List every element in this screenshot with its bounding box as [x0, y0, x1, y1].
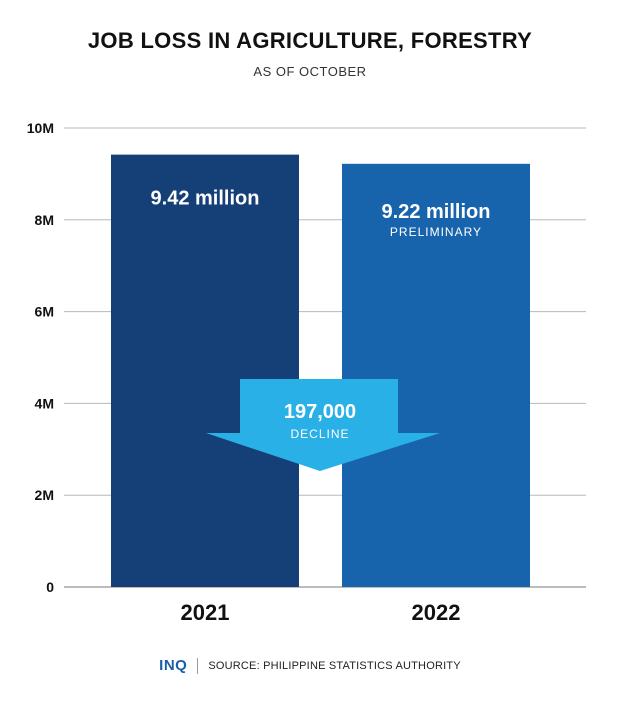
y-tick-label: 10M	[27, 120, 54, 136]
x-tick-label: 2022	[412, 600, 461, 625]
chart-title: JOB LOSS IN AGRICULTURE, FORESTRY	[87, 28, 533, 53]
y-tick-label: 0	[46, 579, 54, 595]
bar-value-label: 9.22 million	[382, 201, 491, 223]
y-tick-label: 8M	[35, 212, 54, 228]
x-tick-label: 2021	[181, 600, 230, 625]
bar-2021	[111, 154, 299, 587]
footer: INQ SOURCE: PHILIPPINE STATISTICS AUTHOR…	[0, 657, 620, 674]
decline-arrow	[206, 379, 440, 471]
inq-logo: INQ	[159, 657, 188, 674]
bar-value-label: 9.42 million	[151, 188, 260, 210]
bar-note-label: PRELIMINARY	[390, 225, 482, 239]
y-tick-label: 4M	[35, 395, 54, 411]
decline-text-label: DECLINE	[290, 427, 349, 441]
bar-2022	[342, 163, 530, 587]
decline-value-label: 197,000	[284, 401, 356, 423]
y-tick-label: 2M	[35, 487, 54, 503]
chart-subtitle: AS OF OCTOBER	[253, 64, 367, 79]
footer-divider	[197, 657, 199, 674]
source-note: SOURCE: PHILIPPINE STATISTICS AUTHORITY	[208, 659, 461, 672]
y-tick-label: 6M	[35, 304, 54, 320]
bar-chart: 0 2M 4M 6M 8M 10M 9.42 million 2021 9.22 million…	[27, 120, 586, 625]
